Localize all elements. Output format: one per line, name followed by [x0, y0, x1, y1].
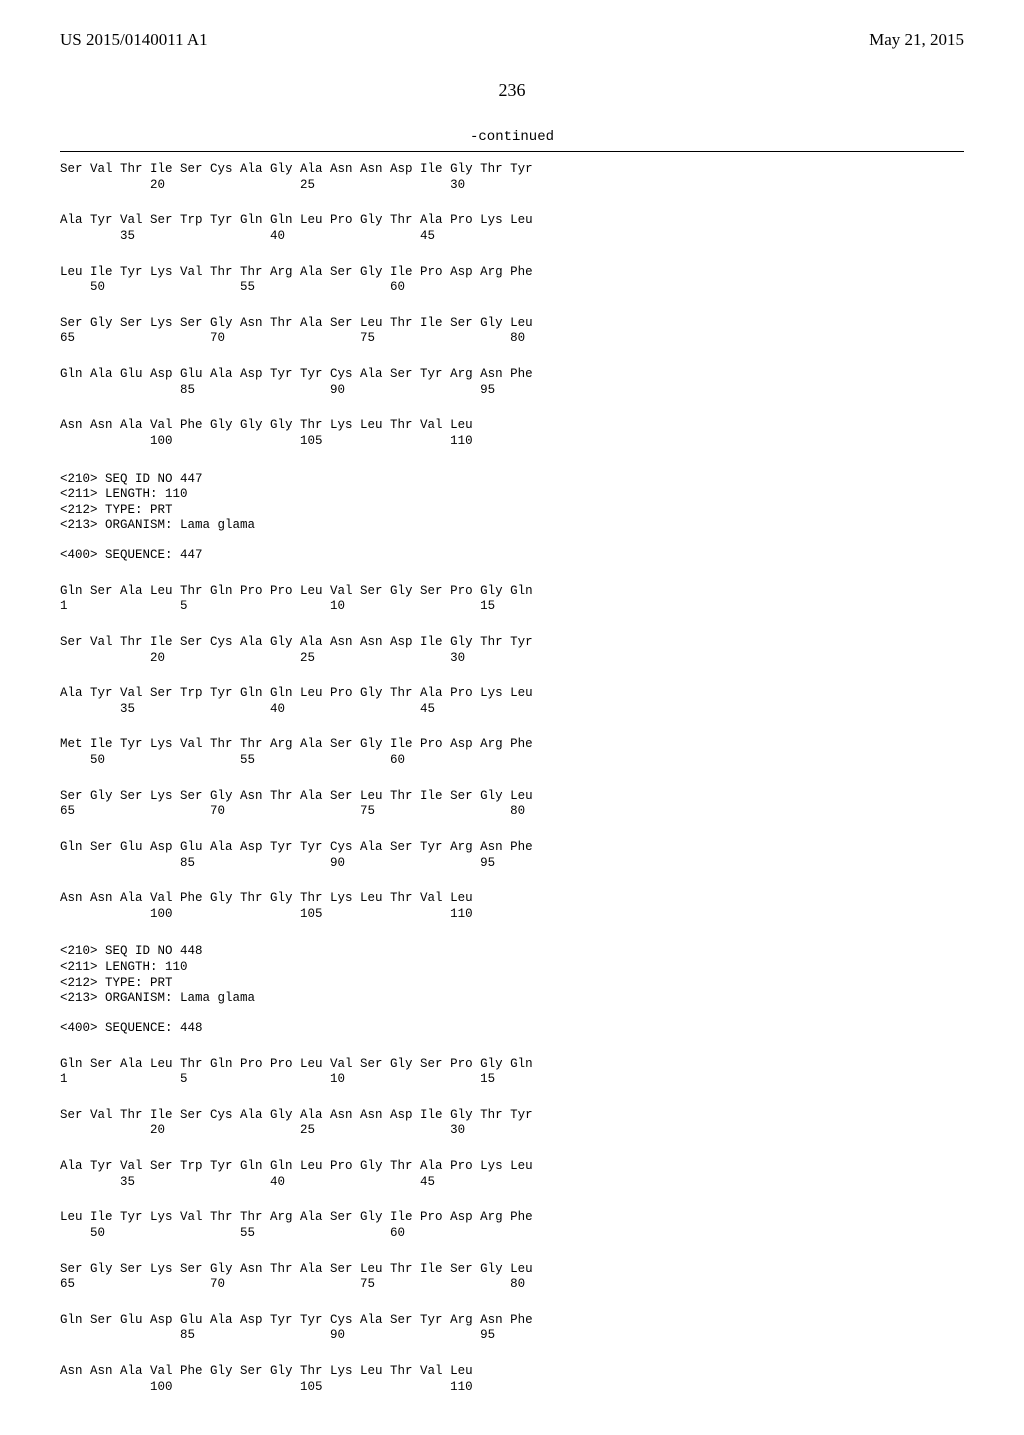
seq-line: 35 40 45	[60, 229, 964, 245]
seq-line: 20 25 30	[60, 1123, 964, 1139]
seq-line: Leu Ile Tyr Lys Val Thr Thr Arg Ala Ser …	[60, 1210, 964, 1226]
seq-line: <211> LENGTH: 110	[60, 487, 964, 503]
gap	[60, 1037, 964, 1051]
seq-line: 65 70 75 80	[60, 1277, 964, 1293]
seq-line: <212> TYPE: PRT	[60, 503, 964, 519]
patent-page: US 2015/0140011 A1 May 21, 2015 236 -con…	[0, 0, 1024, 1435]
seq-line: 65 70 75 80	[60, 331, 964, 347]
page-number: 236	[60, 80, 964, 101]
seq-line: <400> SEQUENCE: 447	[60, 548, 964, 564]
gap	[60, 1344, 964, 1358]
seq-line: Ala Tyr Val Ser Trp Tyr Gln Gln Leu Pro …	[60, 213, 964, 229]
gap	[60, 1190, 964, 1204]
publication-number: US 2015/0140011 A1	[60, 30, 208, 50]
seq-line: Gln Ala Glu Asp Glu Ala Asp Tyr Tyr Cys …	[60, 367, 964, 383]
gap	[60, 296, 964, 310]
seq-line: Gln Ser Glu Asp Glu Ala Asp Tyr Tyr Cys …	[60, 840, 964, 856]
seq-line: Leu Ile Tyr Lys Val Thr Thr Arg Ala Ser …	[60, 265, 964, 281]
seq-line: Ala Tyr Val Ser Trp Tyr Gln Gln Leu Pro …	[60, 1159, 964, 1175]
gap	[60, 769, 964, 783]
seq-line: 100 105 110	[60, 434, 964, 450]
seq-line: Asn Asn Ala Val Phe Gly Ser Gly Thr Lys …	[60, 1364, 964, 1380]
seq-line: <210> SEQ ID NO 448	[60, 944, 964, 960]
seq-line: <213> ORGANISM: Lama glama	[60, 991, 964, 1007]
seq-line: 35 40 45	[60, 1175, 964, 1191]
gap	[60, 1293, 964, 1307]
gap	[60, 717, 964, 731]
gap	[60, 534, 964, 548]
seq-line: Gln Ser Ala Leu Thr Gln Pro Pro Leu Val …	[60, 584, 964, 600]
gap	[60, 347, 964, 361]
continued-label: -continued	[60, 129, 964, 145]
sequence-listing: Ser Val Thr Ile Ser Cys Ala Gly Ala Asn …	[60, 162, 964, 1395]
gap	[60, 450, 964, 472]
gap	[60, 193, 964, 207]
gap	[60, 615, 964, 629]
gap	[60, 820, 964, 834]
gap	[60, 1242, 964, 1256]
seq-line: 100 105 110	[60, 1380, 964, 1396]
gap	[60, 1088, 964, 1102]
seq-line: <212> TYPE: PRT	[60, 976, 964, 992]
seq-line: Ser Val Thr Ile Ser Cys Ala Gly Ala Asn …	[60, 162, 964, 178]
top-rule	[60, 151, 964, 152]
seq-line: 1 5 10 15	[60, 1072, 964, 1088]
publication-date: May 21, 2015	[869, 30, 964, 50]
seq-line: 35 40 45	[60, 702, 964, 718]
seq-line: 20 25 30	[60, 178, 964, 194]
seq-line: 50 55 60	[60, 753, 964, 769]
seq-line: Ala Tyr Val Ser Trp Tyr Gln Gln Leu Pro …	[60, 686, 964, 702]
seq-line: Gln Ser Ala Leu Thr Gln Pro Pro Leu Val …	[60, 1057, 964, 1073]
seq-line: Ser Gly Ser Lys Ser Gly Asn Thr Ala Ser …	[60, 316, 964, 332]
gap	[60, 245, 964, 259]
seq-line: Ser Gly Ser Lys Ser Gly Asn Thr Ala Ser …	[60, 789, 964, 805]
seq-line: Ser Val Thr Ile Ser Cys Ala Gly Ala Asn …	[60, 635, 964, 651]
seq-line: 85 90 95	[60, 383, 964, 399]
seq-line: Ser Val Thr Ile Ser Cys Ala Gly Ala Asn …	[60, 1108, 964, 1124]
seq-line: Asn Asn Ala Val Phe Gly Thr Gly Thr Lys …	[60, 891, 964, 907]
seq-line: 100 105 110	[60, 907, 964, 923]
page-header: US 2015/0140011 A1 May 21, 2015	[60, 30, 964, 50]
seq-line: Asn Asn Ala Val Phe Gly Gly Gly Thr Lys …	[60, 418, 964, 434]
seq-line: 65 70 75 80	[60, 804, 964, 820]
gap	[60, 398, 964, 412]
seq-line: Met Ile Tyr Lys Val Thr Thr Arg Ala Ser …	[60, 737, 964, 753]
gap	[60, 1139, 964, 1153]
seq-line: Ser Gly Ser Lys Ser Gly Asn Thr Ala Ser …	[60, 1262, 964, 1278]
seq-line: 85 90 95	[60, 1328, 964, 1344]
seq-line: <213> ORGANISM: Lama glama	[60, 518, 964, 534]
gap	[60, 666, 964, 680]
gap	[60, 922, 964, 944]
seq-line: Gln Ser Glu Asp Glu Ala Asp Tyr Tyr Cys …	[60, 1313, 964, 1329]
gap	[60, 1007, 964, 1021]
seq-line: 85 90 95	[60, 856, 964, 872]
seq-line: <400> SEQUENCE: 448	[60, 1021, 964, 1037]
seq-line: <210> SEQ ID NO 447	[60, 472, 964, 488]
seq-line: 50 55 60	[60, 280, 964, 296]
seq-line: 20 25 30	[60, 651, 964, 667]
seq-line: <211> LENGTH: 110	[60, 960, 964, 976]
gap	[60, 564, 964, 578]
seq-line: 50 55 60	[60, 1226, 964, 1242]
gap	[60, 871, 964, 885]
seq-line: 1 5 10 15	[60, 599, 964, 615]
